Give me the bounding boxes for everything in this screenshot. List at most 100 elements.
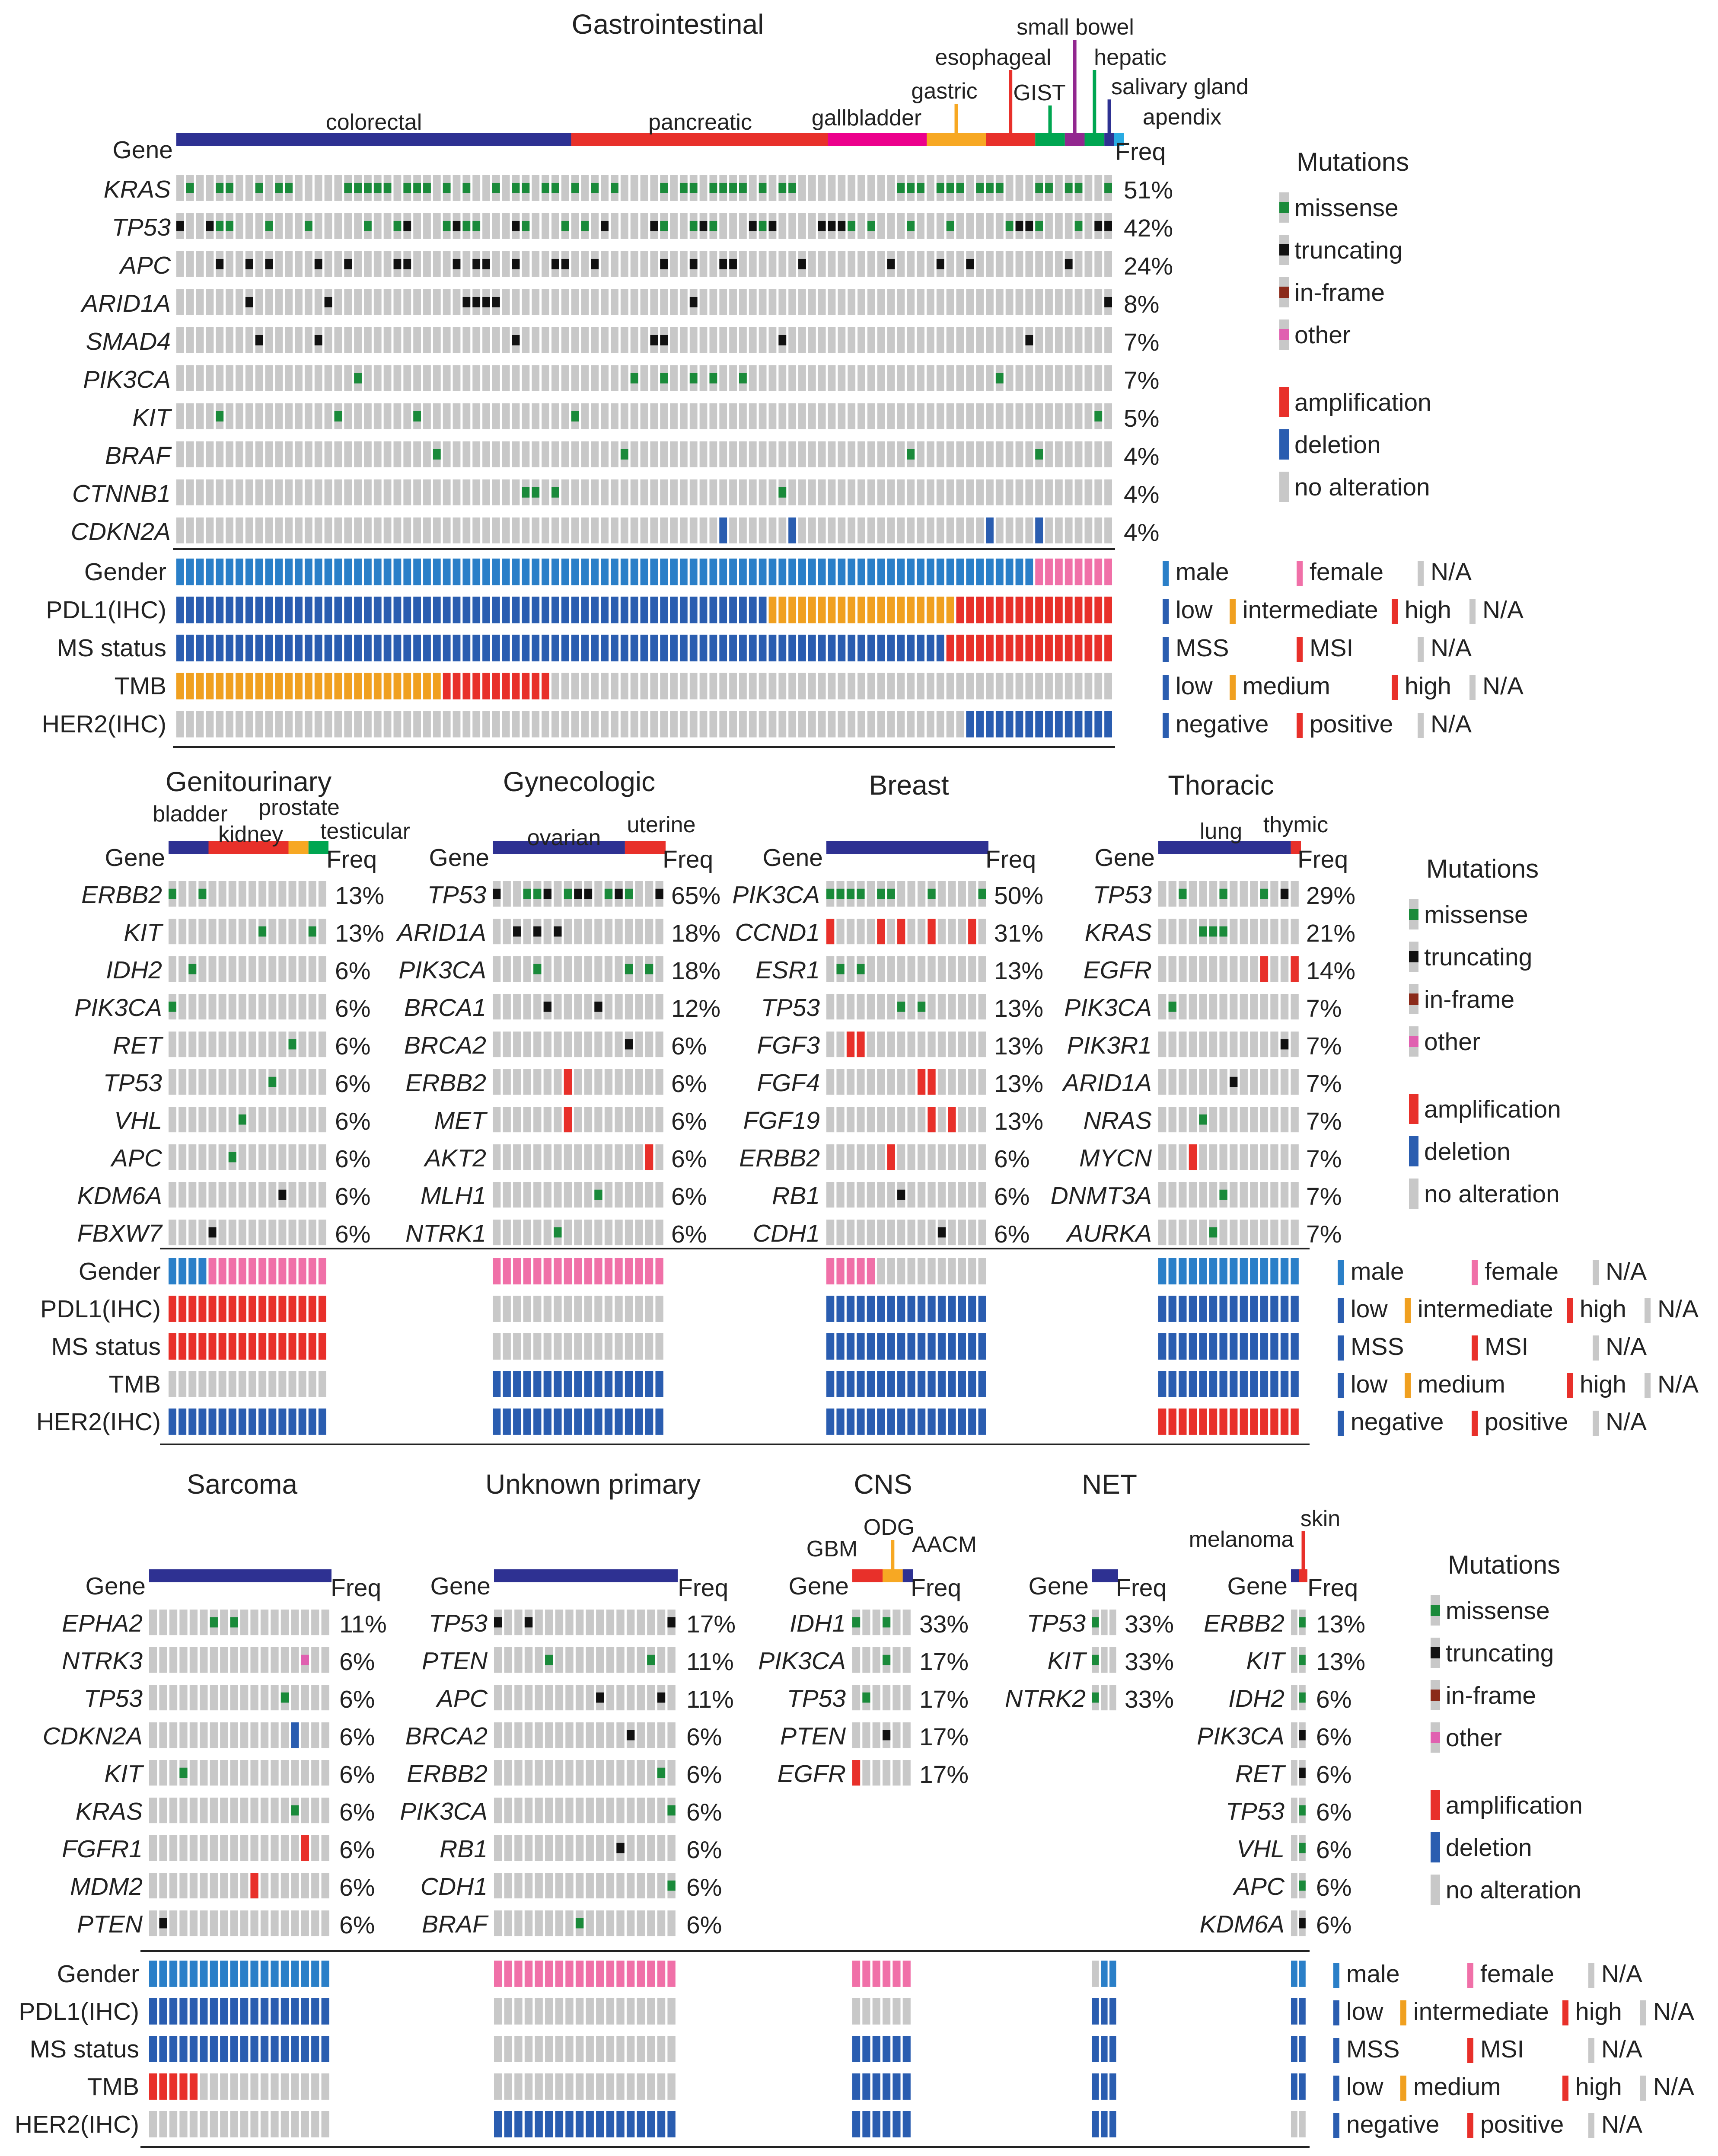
legend-swatch xyxy=(1469,675,1476,700)
panel-title: NET xyxy=(1082,1469,1137,1500)
clinical-cell-gender xyxy=(285,559,293,585)
cell-no-alteration xyxy=(565,1610,574,1635)
cell-no-alteration xyxy=(494,1722,502,1748)
cell-no-alteration xyxy=(1270,956,1278,982)
cell-no-alteration xyxy=(523,1144,531,1170)
cell-no-alteration xyxy=(956,289,964,315)
cell-no-alteration xyxy=(867,956,875,982)
cell-no-alteration xyxy=(575,1610,584,1635)
cell-no-alteration xyxy=(178,994,187,1020)
panel-title: Thoracic xyxy=(1168,770,1274,801)
clinical-cell-gender xyxy=(1025,559,1033,585)
cell-missense xyxy=(907,449,915,460)
cell-no-alteration xyxy=(565,1722,574,1748)
legend-label: MSS xyxy=(1346,2035,1400,2063)
cell-no-alteration xyxy=(200,1760,208,1786)
legend-label: other xyxy=(1294,321,1351,349)
clinical-cell-pdl1 xyxy=(1280,1296,1289,1322)
cell-no-alteration xyxy=(857,403,865,429)
legend-label: N/A xyxy=(1657,1370,1699,1398)
clinical-cell-pdl1 xyxy=(462,597,471,623)
clinical-cell-pdl1 xyxy=(240,1998,249,2025)
clinical-cell-her2 xyxy=(1015,711,1023,738)
clinical-cell-gender xyxy=(393,559,402,585)
cell-no-alteration xyxy=(278,994,287,1020)
cell-no-alteration xyxy=(472,365,481,391)
clinical-cell-her2 xyxy=(586,2111,594,2137)
cell-no-alteration xyxy=(238,1032,246,1057)
clinical-cell-ms xyxy=(255,635,263,661)
clinical-cell-tmb xyxy=(1291,2073,1297,2100)
cell-no-alteration xyxy=(594,919,602,945)
clinical-cell-gender xyxy=(1240,1258,1248,1284)
clinical-cell-her2 xyxy=(403,711,411,738)
cell-no-alteration xyxy=(838,175,846,201)
cell-no-alteration xyxy=(271,1685,279,1711)
cell-no-alteration xyxy=(324,175,332,201)
legend-label: intermediate xyxy=(1243,596,1378,624)
clinical-cell-her2 xyxy=(250,2111,258,2137)
cell-no-alteration xyxy=(178,919,187,945)
cell-no-alteration xyxy=(586,1835,594,1861)
subtype-label: ODG xyxy=(864,1515,915,1540)
gene-label: RET xyxy=(113,1032,164,1059)
clinical-cell-tmb xyxy=(200,2073,208,2100)
cell-no-alteration xyxy=(206,441,214,467)
cell-no-alteration xyxy=(956,327,964,353)
clinical-cell-tmb xyxy=(226,673,234,700)
clinical-cell-tmb xyxy=(514,2073,523,2100)
cell-no-alteration xyxy=(887,1107,895,1133)
clinical-cell-gender xyxy=(275,559,283,585)
cell-no-alteration xyxy=(768,327,777,353)
cell-no-alteration xyxy=(285,289,293,315)
clinical-cell-ms xyxy=(956,635,964,661)
legend-label: N/A xyxy=(1606,1258,1647,1285)
clinical-cell-gender xyxy=(768,559,777,585)
cell-no-alteration xyxy=(275,403,283,429)
cell-no-alteration xyxy=(504,1685,513,1711)
clinical-cell-tmb xyxy=(545,2073,553,2100)
clinical-cell-tmb xyxy=(670,673,678,700)
cell-no-alteration xyxy=(220,1835,228,1861)
cell-amplification xyxy=(917,1069,926,1095)
cell-no-alteration xyxy=(280,1722,289,1748)
clinical-cell-pdl1 xyxy=(245,597,253,623)
freq-label: 33% xyxy=(1125,1648,1174,1676)
cell-no-alteration xyxy=(545,1760,553,1786)
cell-amplification xyxy=(928,1107,936,1133)
clinical-cell-her2 xyxy=(877,1409,885,1435)
clinical-cell-pdl1 xyxy=(635,1296,643,1322)
cell-no-alteration xyxy=(978,1107,986,1133)
cell-no-alteration xyxy=(238,956,246,982)
clinical-cell-ms xyxy=(574,1333,582,1360)
cell-missense xyxy=(986,182,994,193)
clinical-cell-tmb xyxy=(533,1371,542,1397)
cell-no-alteration xyxy=(759,365,767,391)
cell-no-alteration xyxy=(907,1220,915,1246)
clinical-cell-her2 xyxy=(271,2111,279,2137)
cell-no-alteration xyxy=(364,365,372,391)
cell-no-alteration xyxy=(288,881,296,907)
cell-missense xyxy=(591,182,599,193)
cell-truncating xyxy=(1104,220,1112,231)
clinical-cell-tmb xyxy=(1055,673,1063,700)
clinical-cell-her2 xyxy=(321,2111,329,2137)
cell-no-alteration xyxy=(907,881,915,907)
cell-no-alteration xyxy=(936,213,944,239)
clinical-cell-gender xyxy=(1092,1961,1099,1987)
clinical-cell-her2 xyxy=(828,711,836,738)
clinical-cell-pdl1 xyxy=(1260,1296,1269,1322)
clinical-cell-tmb xyxy=(228,1371,236,1397)
legend-swatch xyxy=(1333,1963,1339,1988)
cell-no-alteration xyxy=(1280,1220,1289,1246)
clinical-cell-tmb xyxy=(216,673,224,700)
cell-no-alteration xyxy=(176,175,184,201)
cell-no-alteration xyxy=(818,175,826,201)
cell-no-alteration xyxy=(462,479,471,505)
cell-no-alteration xyxy=(169,1647,178,1673)
cell-no-alteration xyxy=(230,1873,238,1899)
cell-no-alteration xyxy=(423,213,431,239)
cell-missense xyxy=(179,1767,188,1778)
cell-no-alteration xyxy=(186,327,194,353)
cell-no-alteration xyxy=(877,479,885,505)
